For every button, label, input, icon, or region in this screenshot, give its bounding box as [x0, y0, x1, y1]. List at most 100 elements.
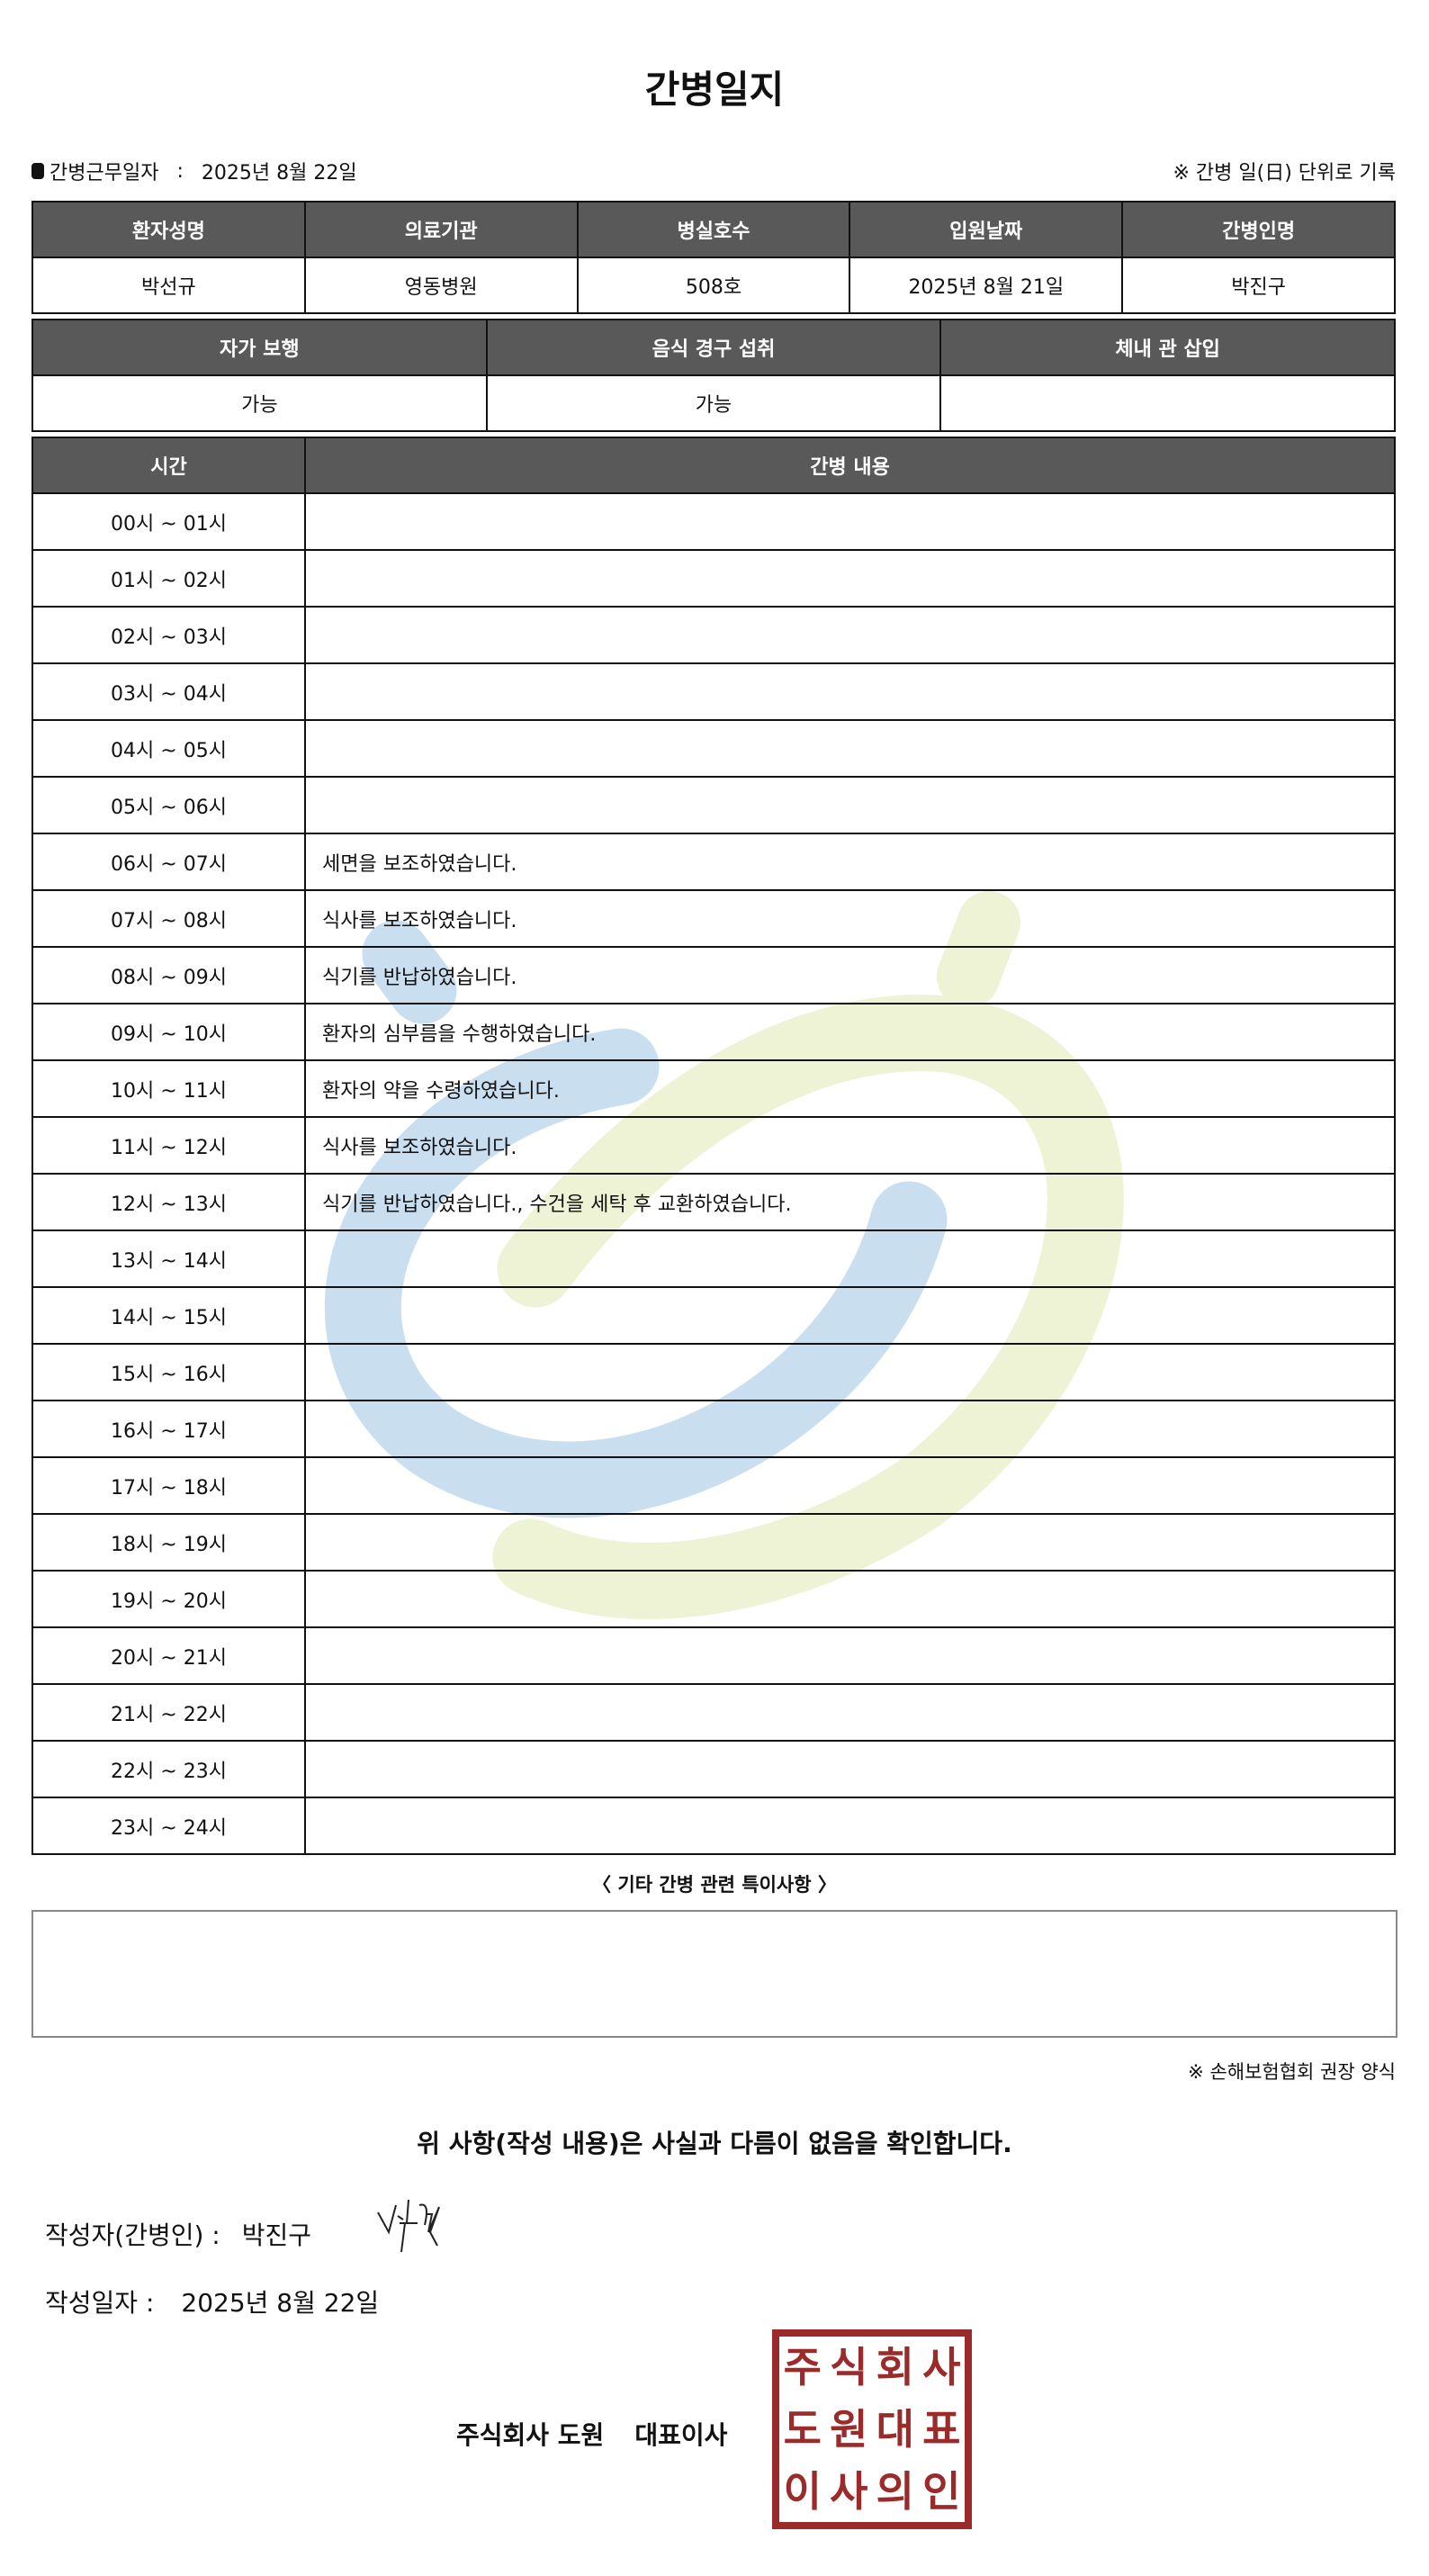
stamp-char: 원 — [830, 2404, 868, 2454]
log-time: 13시 ~ 14시 — [31, 1229, 306, 1288]
log-content — [304, 1229, 1396, 1288]
stamp-char: 식 — [830, 2343, 868, 2392]
log-row: 21시 ~ 22시 — [31, 1683, 1396, 1742]
log-row: 05시 ~ 06시 — [31, 776, 1396, 834]
stamp-char: 표 — [922, 2404, 961, 2454]
bullet-icon — [31, 163, 44, 179]
work-date-label: 간병근무일자 — [49, 162, 159, 185]
write-date: 2025년 8월 22일 — [181, 2288, 380, 2318]
admission-date: 2025년 8월 21일 — [849, 257, 1124, 314]
writer-line: 작성자(간병인) : 박진구 — [45, 2216, 311, 2252]
log-time: 10시 ~ 11시 — [31, 1059, 306, 1118]
patient-table: 환자성명 의료기관 병실호수 입원날짜 간병인명 박선규 영동병원 508호 2025년 8월… — [31, 201, 1396, 314]
header-hospital: 의료기관 — [303, 201, 579, 258]
log-row: 19시 ~ 20시 — [31, 1570, 1396, 1628]
tube — [939, 374, 1396, 432]
log-row: 01시 ~ 02시 — [31, 549, 1396, 608]
log-row: 18시 ~ 19시 — [31, 1513, 1396, 1572]
header-admission-date: 입원날짜 — [849, 201, 1124, 258]
log-content — [304, 1740, 1396, 1798]
log-row: 22시 ~ 23시 — [31, 1740, 1396, 1798]
special-notes-label: 〈 기타 간병 관련 특이사항 〉 — [592, 1874, 837, 1896]
log-content — [304, 1626, 1396, 1685]
log-row: 13시 ~ 14시 — [31, 1229, 1396, 1288]
log-row: 03시 ~ 04시 — [31, 662, 1396, 721]
log-row: 16시 ~ 17시 — [31, 1400, 1396, 1458]
log-time: 20시 ~ 21시 — [31, 1626, 306, 1685]
log-content: 식기를 반납하였습니다. — [304, 946, 1396, 1004]
log-time: 23시 ~ 24시 — [31, 1797, 306, 1855]
log-content — [304, 1286, 1396, 1345]
log-row: 08시 ~ 09시 식기를 반납하였습니다. — [31, 946, 1396, 1004]
patient-name: 박선규 — [31, 257, 306, 314]
log-content — [304, 1513, 1396, 1572]
log-row: 07시 ~ 08시 식사를 보조하였습니다. — [31, 889, 1396, 948]
header-walking: 자가 보행 — [31, 319, 488, 376]
log-content — [304, 776, 1396, 834]
log-row: 23시 ~ 24시 — [31, 1797, 1396, 1855]
confirm-statement: 위 사항(작성 내용)은 사실과 다름이 없음을 확인합니다. — [417, 2129, 1012, 2158]
log-time: 14시 ~ 15시 — [31, 1286, 306, 1345]
log-row: 12시 ~ 13시 식기를 반납하였습니다., 수건을 세탁 후 교환하였습니다. — [31, 1173, 1396, 1231]
signature — [377, 2199, 440, 2253]
care-log-table: 시간 간병 내용 00시 ~ 01시 01시 ~ 02시 02시 ~ 03시 03시 ~… — [31, 437, 1396, 1855]
log-content — [304, 606, 1396, 664]
log-content: 식사를 보조하였습니다. — [304, 889, 1396, 948]
stamp-char: 도 — [783, 2404, 822, 2454]
hospital: 영동병원 — [303, 257, 579, 314]
log-time: 03시 ~ 04시 — [31, 662, 306, 721]
writer-label: 작성자(간병인) : — [45, 2220, 220, 2250]
stamp-char: 인 — [922, 2466, 961, 2516]
log-content — [304, 662, 1396, 721]
header-oral-intake: 음식 경구 섭취 — [485, 319, 942, 376]
stamp-char: 사 — [830, 2466, 868, 2516]
stamp-char: 이 — [783, 2466, 822, 2516]
log-time: 21시 ~ 22시 — [31, 1683, 306, 1742]
work-date: 2025년 8월 22일 — [201, 162, 357, 185]
log-row: 09시 ~ 10시 환자의 심부름을 수행하였습니다. — [31, 1003, 1396, 1061]
log-time: 15시 ~ 16시 — [31, 1343, 306, 1401]
stamp-char: 대 — [876, 2404, 914, 2454]
log-time: 17시 ~ 18시 — [31, 1456, 306, 1515]
log-content — [304, 1683, 1396, 1742]
log-content — [304, 1797, 1396, 1855]
company-line: 주식회사 도원 대표이사 — [456, 2416, 727, 2452]
log-row: 14시 ~ 15시 — [31, 1286, 1396, 1345]
caregiver: 박진구 — [1121, 257, 1396, 314]
log-content — [304, 1400, 1396, 1458]
writer-name: 박진구 — [241, 2220, 312, 2250]
log-content — [304, 1570, 1396, 1628]
company-role: 대표이사 — [634, 2420, 728, 2450]
company-name: 주식회사 도원 — [456, 2420, 605, 2450]
log-time: 12시 ~ 13시 — [31, 1173, 306, 1231]
log-content — [304, 549, 1396, 608]
stamp-char: 회 — [876, 2343, 914, 2392]
log-time: 22시 ~ 23시 — [31, 1740, 306, 1798]
record-note: ※ 간병 일(日) 단위로 기록 — [1173, 162, 1397, 185]
log-content: 환자의 약을 수령하였습니다. — [304, 1059, 1396, 1118]
log-row: 11시 ~ 12시 식사를 보조하였습니다. — [31, 1116, 1396, 1175]
log-row: 06시 ~ 07시 세면을 보조하였습니다. — [31, 833, 1396, 891]
log-row: 04시 ~ 05시 — [31, 719, 1396, 778]
work-date-sep: : — [176, 159, 184, 183]
log-row: 20시 ~ 21시 — [31, 1626, 1396, 1685]
header-patient-name: 환자성명 — [31, 201, 306, 258]
header-room: 병실호수 — [576, 201, 851, 258]
log-content — [304, 1456, 1396, 1515]
log-time: 05시 ~ 06시 — [31, 776, 306, 834]
stamp-char: 사 — [922, 2343, 961, 2392]
header-time: 시간 — [31, 437, 306, 494]
log-content — [304, 719, 1396, 778]
write-date-line: 작성일자 : 2025년 8월 22일 — [45, 2283, 379, 2319]
log-time: 11시 ~ 12시 — [31, 1116, 306, 1175]
log-content: 세면을 보조하였습니다. — [304, 833, 1396, 891]
log-content: 식사를 보조하였습니다. — [304, 1116, 1396, 1175]
walking: 가능 — [31, 374, 488, 432]
log-row: 10시 ~ 11시 환자의 약을 수령하였습니다. — [31, 1059, 1396, 1118]
log-row: 17시 ~ 18시 — [31, 1456, 1396, 1515]
log-time: 00시 ~ 01시 — [31, 492, 306, 551]
log-content — [304, 1343, 1396, 1401]
log-time: 09시 ~ 10시 — [31, 1003, 306, 1061]
footnote: ※ 손해보험협회 권장 양식 — [1188, 2061, 1396, 2083]
